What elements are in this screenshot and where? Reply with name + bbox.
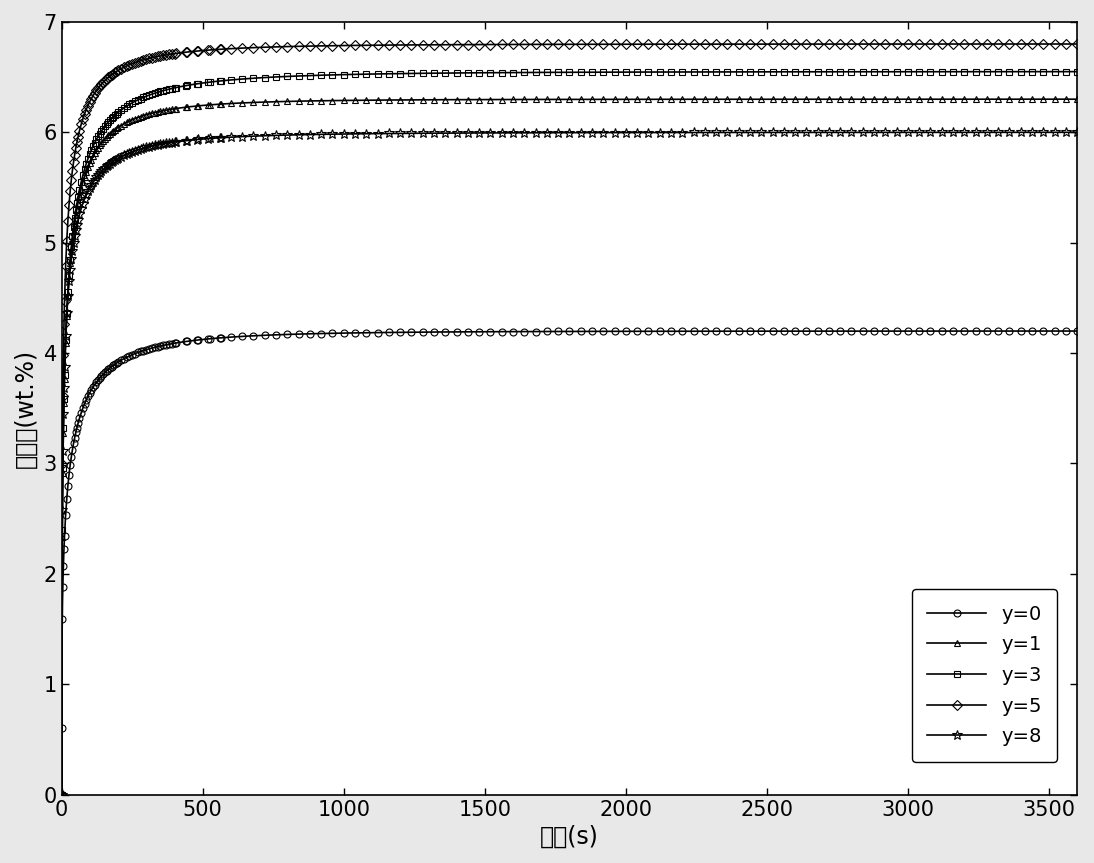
y=1	[55, 790, 68, 800]
y=0	[55, 723, 68, 734]
y=5	[108, 67, 121, 78]
y=1	[128, 113, 141, 123]
y=8	[108, 155, 121, 166]
y=0	[108, 359, 121, 369]
Line: y=8: y=8	[57, 128, 1082, 799]
y=3	[562, 67, 575, 78]
y=0	[1071, 326, 1084, 337]
y=5	[1071, 39, 1084, 49]
y=0	[562, 326, 575, 337]
y=3	[698, 66, 711, 77]
y=1	[562, 94, 575, 104]
y=1	[108, 124, 121, 135]
y=8	[326, 129, 339, 139]
y=8	[55, 790, 68, 800]
y=8	[698, 128, 711, 138]
y=5	[721, 39, 734, 49]
y=1	[721, 94, 734, 104]
y=3	[721, 66, 734, 77]
y=5	[562, 39, 575, 49]
Y-axis label: 收氢量(wt.%): 收氢量(wt.%)	[14, 349, 38, 468]
y=3	[55, 790, 68, 800]
y=5	[55, 790, 68, 800]
Line: y=3: y=3	[58, 68, 1081, 798]
y=3	[326, 70, 339, 80]
X-axis label: 时间(s): 时间(s)	[540, 825, 598, 849]
y=0	[698, 326, 711, 337]
Line: y=1: y=1	[58, 96, 1081, 798]
y=8	[128, 146, 141, 156]
y=5	[698, 39, 711, 49]
y=0	[721, 326, 734, 337]
y=0	[128, 349, 141, 359]
y=1	[1071, 94, 1084, 104]
Legend: y=0, y=1, y=3, y=5, y=8: y=0, y=1, y=3, y=5, y=8	[911, 589, 1057, 762]
Line: y=5: y=5	[58, 41, 1081, 798]
y=3	[128, 96, 141, 106]
y=8	[562, 128, 575, 138]
y=3	[1071, 66, 1084, 77]
y=5	[326, 41, 339, 51]
Line: y=0: y=0	[58, 328, 1081, 732]
y=0	[326, 328, 339, 338]
y=3	[108, 110, 121, 120]
y=5	[128, 58, 141, 68]
y=8	[721, 127, 734, 137]
y=1	[698, 94, 711, 104]
y=1	[326, 96, 339, 106]
y=8	[1071, 127, 1084, 137]
